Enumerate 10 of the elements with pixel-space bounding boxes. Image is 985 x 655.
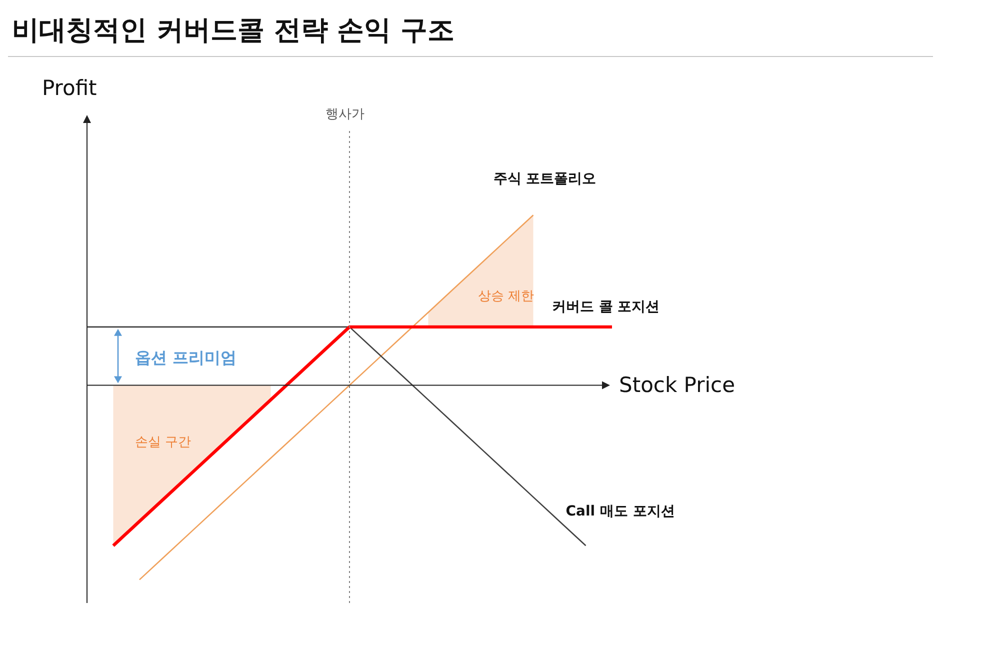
text: Profit <box>42 76 97 100</box>
annotation: 손실 구간 <box>135 435 192 450</box>
series-label: 커버드 콜 포지션 <box>552 298 660 315</box>
text: 행사가 <box>326 107 364 122</box>
text: 주식 포트폴리오 <box>493 171 596 188</box>
chart-title: 비대칭적인 커버드콜 전략 손익 구조 <box>12 14 455 48</box>
series-label: Call 매도 포지션 <box>566 504 675 520</box>
annotation: 옵션 프리미엄 <box>135 348 237 367</box>
x-axis-title: Stock Price <box>619 373 736 398</box>
annotation: 상승 제한 <box>478 289 534 304</box>
